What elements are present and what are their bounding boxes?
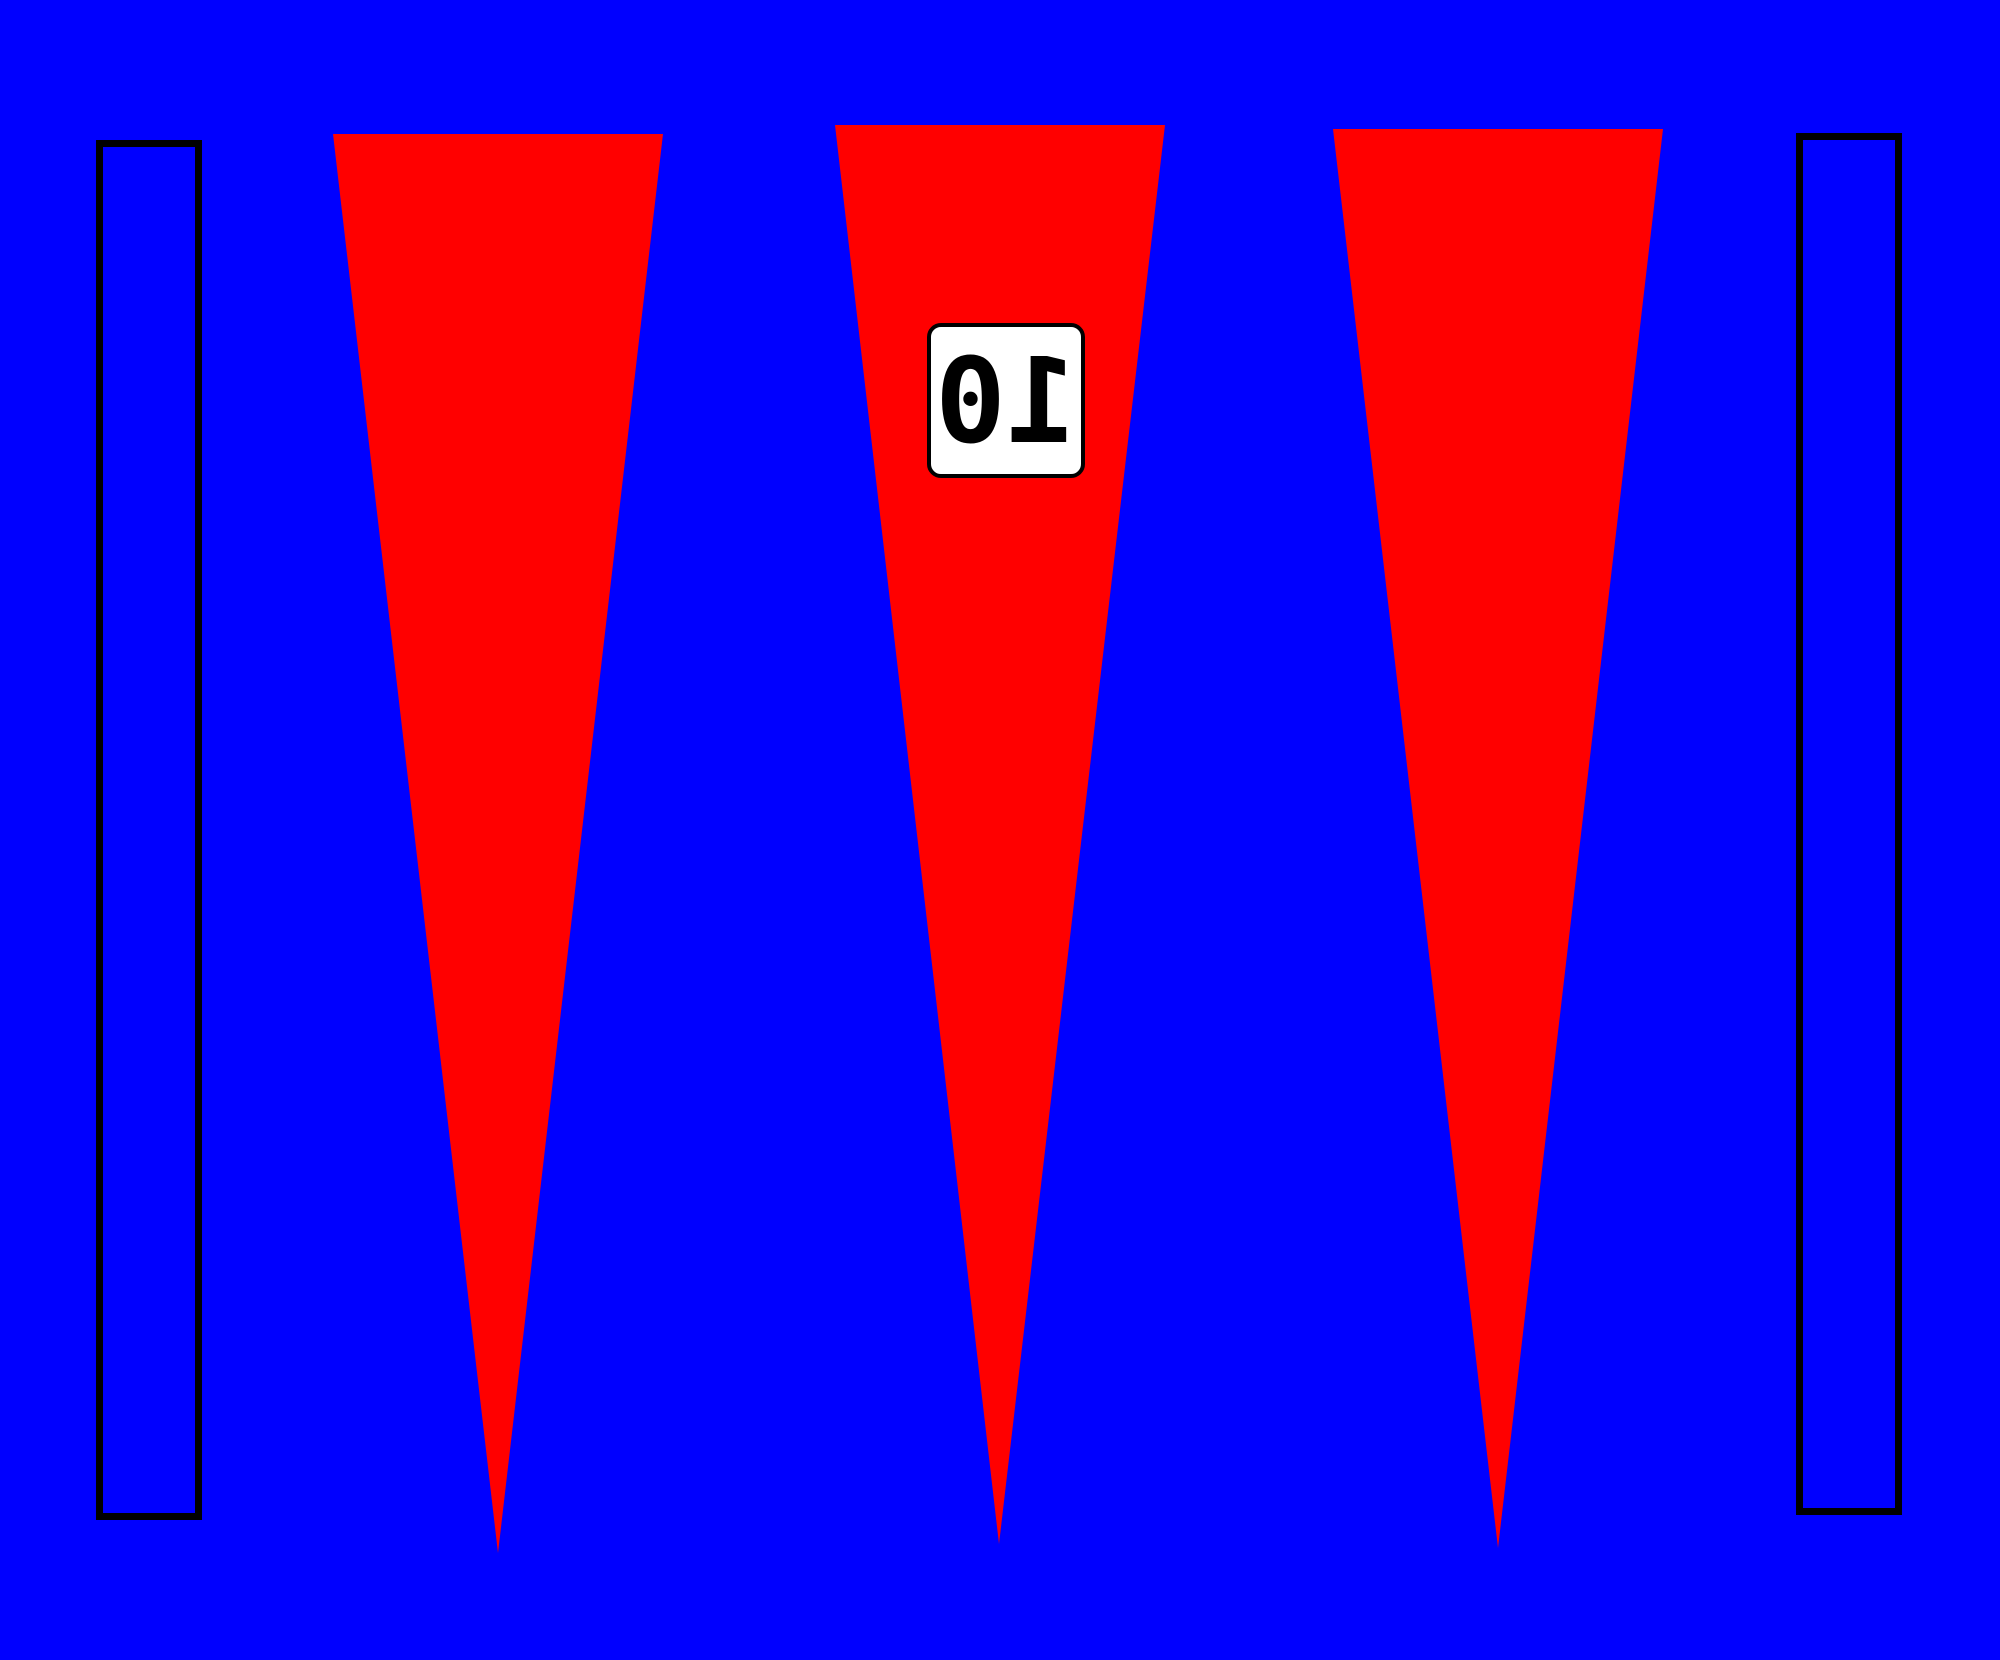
point-middle[interactable] [835, 125, 1165, 1544]
point-number-label: 10 [927, 323, 1085, 478]
point-right[interactable] [1333, 129, 1663, 1548]
bear-off-tray-left[interactable] [96, 140, 202, 1520]
point-left[interactable] [333, 134, 663, 1553]
bear-off-tray-right[interactable] [1796, 133, 1902, 1515]
